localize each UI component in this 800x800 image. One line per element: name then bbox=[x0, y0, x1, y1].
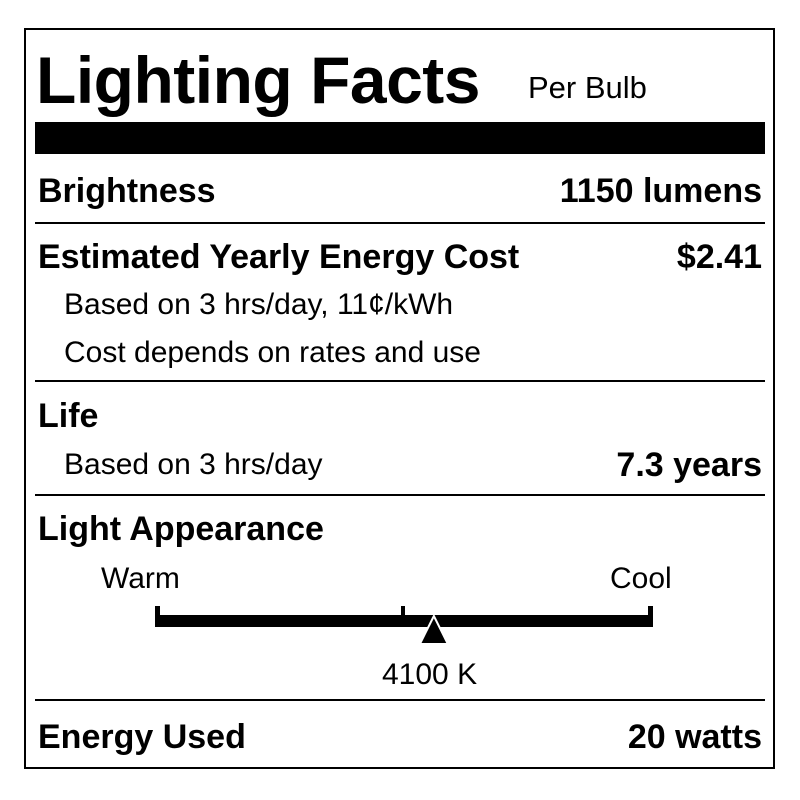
life-value: 7.3 years bbox=[616, 446, 762, 484]
title-bar bbox=[35, 122, 765, 154]
divider bbox=[35, 222, 765, 224]
scale-tick-middle bbox=[401, 606, 405, 618]
scale-bar bbox=[155, 615, 653, 627]
scale-tick-left bbox=[155, 606, 160, 618]
cost-label: Estimated Yearly Energy Cost bbox=[38, 238, 520, 276]
warm-label: Warm bbox=[101, 562, 180, 595]
divider bbox=[35, 699, 765, 701]
divider bbox=[35, 380, 765, 382]
color-temperature-value: 4100 K bbox=[382, 658, 478, 691]
divider bbox=[35, 494, 765, 496]
life-note: Based on 3 hrs/day bbox=[64, 448, 323, 481]
cost-value: $2.41 bbox=[676, 238, 762, 276]
label-border bbox=[24, 28, 775, 769]
life-label: Life bbox=[38, 397, 99, 435]
appearance-label: Light Appearance bbox=[38, 510, 324, 548]
label-subtitle: Per Bulb bbox=[528, 70, 647, 105]
brightness-label: Brightness bbox=[38, 172, 216, 210]
cost-note-1: Based on 3 hrs/day, 11¢/kWh bbox=[64, 288, 454, 321]
cool-label: Cool bbox=[610, 562, 672, 595]
label-title: Lighting Facts bbox=[36, 43, 480, 117]
scale-tick-right bbox=[648, 606, 653, 618]
energy-label: Energy Used bbox=[38, 718, 246, 756]
brightness-value: 1150 lumens bbox=[559, 172, 762, 210]
cost-note-2: Cost depends on rates and use bbox=[64, 336, 481, 369]
energy-value: 20 watts bbox=[627, 718, 762, 756]
scale-marker bbox=[418, 613, 450, 645]
